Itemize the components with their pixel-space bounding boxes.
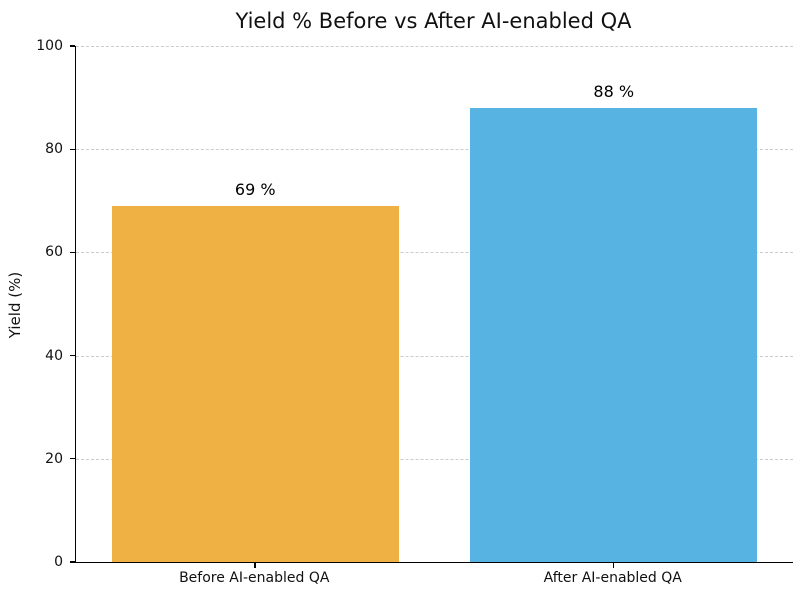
bar-value-label-before-ai-enabled-qa: 69 %: [234, 179, 276, 199]
x-tick-label-after-ai-enabled-qa: After AI-enabled QA: [543, 570, 682, 586]
x-tick-mark-after-ai-enabled-qa: [612, 563, 615, 568]
gridline-y-20: [76, 458, 793, 460]
y-tick-label-0: 0: [54, 554, 63, 570]
gridline-y-80: [76, 149, 793, 151]
x-tick-label-before-ai-enabled-qa: Before AI-enabled QA: [179, 570, 330, 586]
y-tick-label-100: 100: [36, 38, 63, 54]
chart-title: Yield % Before vs After AI-enabled QA: [235, 9, 632, 33]
y-tick-mark-60: [70, 251, 75, 254]
y-tick-mark-40: [70, 354, 75, 357]
gridline-y-60: [76, 252, 793, 254]
y-tick-mark-100: [70, 45, 75, 47]
y-tick-label-80: 80: [45, 141, 63, 158]
plot-area: 69 % 88 %: [75, 46, 793, 563]
y-tick-mark-0: [70, 561, 75, 563]
y-tick-label-20: 20: [45, 450, 63, 467]
x-tick-mark-before-ai-enabled-qa: [254, 563, 256, 568]
bar-after-ai-enabled-qa: 88 %: [470, 82, 758, 562]
y-tick-label-60: 60: [45, 244, 63, 261]
gridline-y-100: [76, 46, 793, 47]
y-tick-mark-20: [70, 458, 75, 460]
y-axis-label: Yield (%): [6, 271, 24, 339]
y-tick-mark-80: [70, 148, 75, 150]
y-tick-label-40: 40: [45, 347, 63, 364]
bar-before-ai-enabled-qa: 69 %: [111, 180, 399, 562]
bar-value-label-after-ai-enabled-qa: 88 %: [593, 81, 635, 101]
gridline-y-40: [76, 355, 793, 357]
